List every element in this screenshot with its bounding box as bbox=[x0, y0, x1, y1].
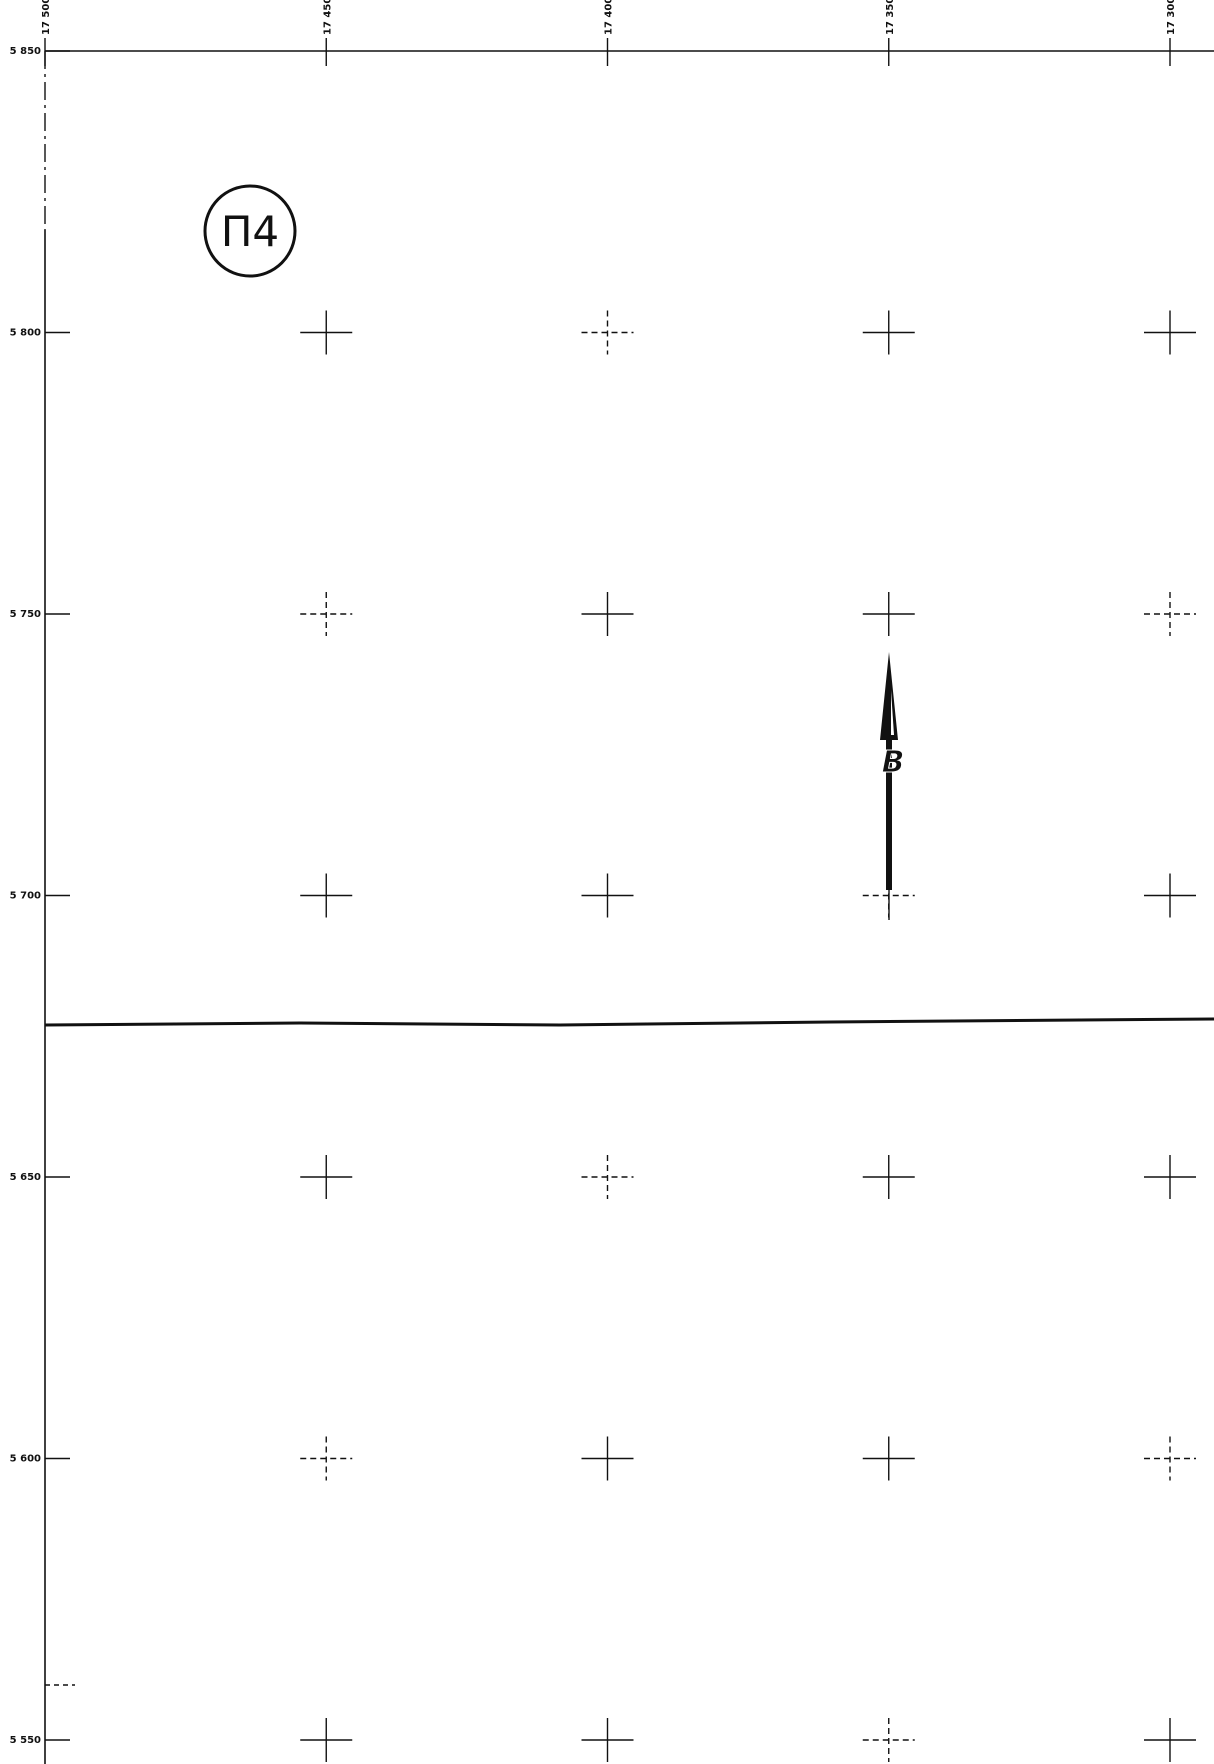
sheet-seam bbox=[44, 1017, 1214, 1027]
y-grid-label: 5 800 bbox=[10, 328, 41, 339]
x-grid-label: 17 300 bbox=[1166, 0, 1177, 35]
north-arrow-label: В bbox=[882, 745, 905, 780]
sheet-label-circle bbox=[203, 184, 297, 278]
north-arrow bbox=[880, 652, 898, 920]
y-grid-label: 5 550 bbox=[10, 1735, 41, 1746]
x-grid-label: 17 350 bbox=[885, 0, 896, 35]
x-grid-label: 17 400 bbox=[604, 0, 615, 35]
y-grid-label: 5 600 bbox=[10, 1454, 41, 1465]
x-grid-label: 17 450 bbox=[322, 0, 333, 35]
y-grid-label: 5 650 bbox=[10, 1172, 41, 1183]
sheet-label: П4 bbox=[221, 207, 279, 256]
y-grid-label: 5 750 bbox=[10, 609, 41, 620]
x-grid-label: 17 500 bbox=[41, 0, 52, 35]
y-grid-label: 5 700 bbox=[10, 891, 41, 902]
y-grid-label: 5 850 bbox=[10, 46, 41, 57]
